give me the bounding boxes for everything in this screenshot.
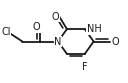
Text: Cl: Cl — [1, 27, 11, 37]
Text: N: N — [54, 37, 62, 46]
Text: O: O — [52, 12, 59, 22]
Text: NH: NH — [87, 24, 101, 34]
Text: O: O — [111, 37, 119, 46]
Text: O: O — [33, 22, 40, 32]
Text: F: F — [82, 62, 88, 72]
